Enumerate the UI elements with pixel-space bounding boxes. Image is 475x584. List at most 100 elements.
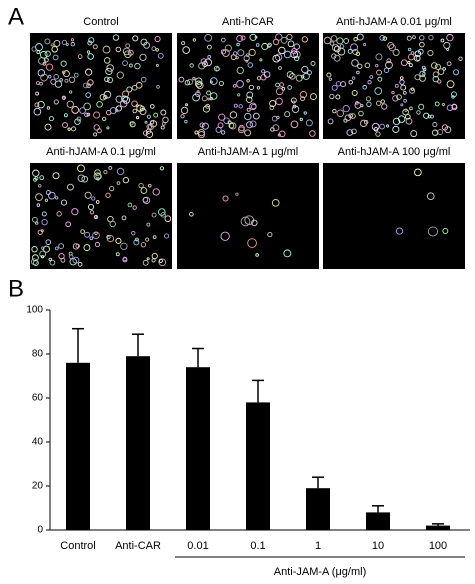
cell (151, 252, 158, 260)
cell (218, 80, 224, 87)
cell (40, 73, 49, 82)
cell (409, 106, 413, 111)
cell (31, 254, 39, 262)
cell (104, 76, 110, 83)
cell (72, 243, 80, 250)
cell (259, 58, 263, 62)
cell (363, 120, 369, 125)
cell (418, 103, 425, 110)
cell (126, 86, 133, 93)
cell (248, 48, 256, 57)
cell (45, 239, 52, 246)
cell (96, 101, 103, 108)
cell (54, 246, 59, 251)
cell (146, 114, 151, 119)
cell (375, 131, 381, 137)
cell (67, 127, 71, 131)
cell (293, 43, 300, 50)
cell (215, 66, 220, 72)
cell (209, 96, 214, 101)
bar (426, 525, 450, 530)
cell (204, 58, 213, 67)
cell (96, 128, 102, 134)
cell (427, 49, 434, 57)
image-caption: Anti-hJAM-A 0.1 μg/ml (46, 146, 156, 158)
cell (385, 61, 393, 69)
cell (351, 59, 359, 67)
cell (189, 212, 194, 217)
cell (367, 80, 372, 85)
cell (249, 120, 257, 128)
cell (331, 44, 340, 52)
cell (232, 84, 237, 88)
cell (195, 80, 203, 88)
cell (129, 121, 136, 128)
cell (379, 35, 386, 41)
cell (70, 41, 76, 47)
cell (244, 129, 252, 137)
cell (329, 41, 335, 46)
cell (164, 233, 170, 239)
image-caption: Anti-hJAM-A 0.01 μg/ml (336, 16, 452, 28)
cell (69, 90, 73, 94)
cell (122, 90, 130, 98)
cell (278, 66, 282, 70)
cell (138, 183, 144, 189)
cell (37, 229, 43, 235)
cell (195, 77, 203, 85)
cell (300, 96, 305, 102)
cell (377, 76, 383, 82)
cell (66, 100, 74, 108)
cell (333, 54, 341, 62)
cell (64, 78, 69, 83)
cell (232, 51, 238, 56)
cell (275, 97, 283, 106)
cell (178, 76, 185, 83)
cell (247, 62, 254, 68)
cell (328, 77, 332, 81)
cell (70, 126, 77, 132)
group-label: Anti-JAM-A (μg/ml) (274, 566, 367, 578)
cell (92, 44, 98, 50)
cell (84, 112, 89, 118)
cell (292, 104, 297, 109)
cell (132, 108, 138, 114)
cell (184, 79, 191, 86)
cell (200, 58, 207, 65)
cell (402, 108, 409, 116)
cell (81, 175, 89, 183)
cell (414, 168, 422, 177)
cell (279, 82, 284, 87)
cell (52, 54, 59, 61)
cell (275, 87, 284, 96)
cell (112, 34, 120, 41)
cell (55, 196, 59, 200)
cell (364, 62, 371, 69)
cell (419, 35, 425, 41)
cell (74, 118, 81, 125)
panel-label: A (8, 3, 24, 30)
cell (278, 130, 286, 138)
cell (356, 33, 364, 41)
cell (301, 65, 309, 74)
cell (147, 183, 152, 188)
cell (46, 106, 51, 110)
cell (62, 122, 68, 129)
cell (48, 116, 54, 122)
cell (332, 108, 337, 114)
cell (434, 101, 440, 107)
cell (380, 99, 385, 104)
cell (116, 167, 125, 176)
bar (306, 488, 330, 530)
cell (201, 122, 209, 130)
cell (220, 130, 226, 135)
cell (237, 93, 241, 97)
cell (442, 228, 449, 235)
cell (434, 63, 441, 70)
cell (255, 43, 260, 47)
cell (381, 103, 388, 110)
cell (149, 104, 155, 109)
cell (243, 55, 250, 62)
cell (80, 229, 85, 234)
cell (224, 44, 232, 52)
